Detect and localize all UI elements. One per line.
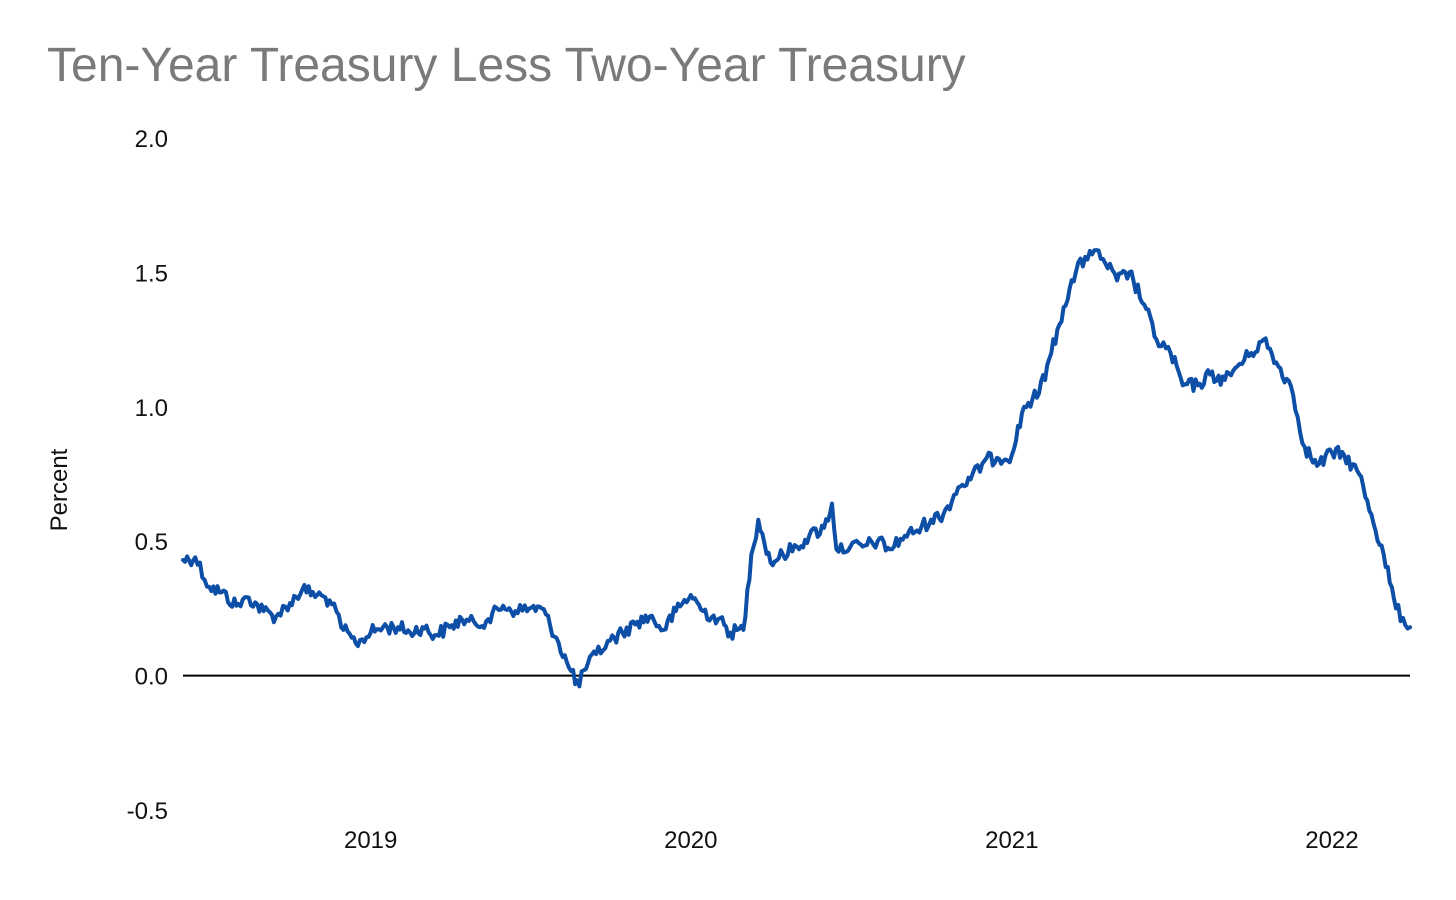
x-tick-label: 2020 <box>664 827 717 854</box>
x-axis-tick-labels: 2019 2020 2021 2022 <box>344 827 1359 854</box>
chart-title: Ten-Year Treasury Less Two-Year Treasury <box>47 39 966 92</box>
y-tick-label: 2.0 <box>135 126 168 153</box>
x-tick-label: 2021 <box>985 827 1038 854</box>
y-tick-label: 1.0 <box>135 395 168 422</box>
y-tick-label: -0.5 <box>127 798 168 825</box>
spread-line <box>181 248 1412 689</box>
y-tick-label: 0.5 <box>135 529 168 556</box>
y-tick-label: 0.0 <box>135 664 168 691</box>
y-axis-title: Percent <box>46 448 73 531</box>
y-tick-label: 1.5 <box>135 260 168 287</box>
y-axis-tick-labels: 2.0 1.5 1.0 0.5 0.0 -0.5 <box>127 126 168 825</box>
x-tick-label: 2019 <box>344 827 397 854</box>
x-tick-label: 2022 <box>1305 827 1358 854</box>
